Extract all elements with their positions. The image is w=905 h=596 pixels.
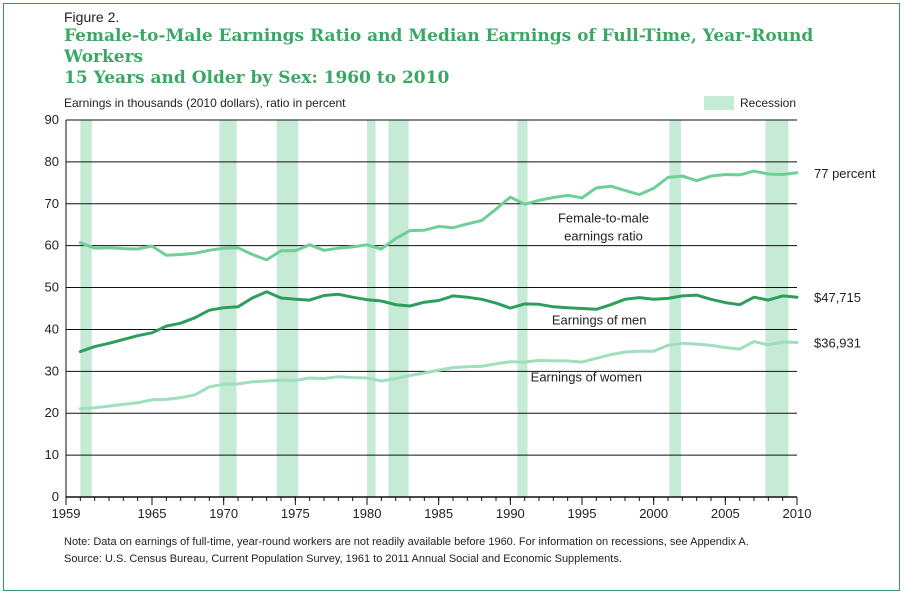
y-tick-label: 90	[45, 112, 59, 127]
x-tick-label: 1965	[138, 506, 167, 521]
y-tick-label: 70	[45, 196, 59, 211]
x-tick-label: 2005	[711, 506, 740, 521]
x-tick-label: 1975	[281, 506, 310, 521]
y-tick-label: 50	[45, 280, 59, 295]
recession-band	[276, 120, 299, 497]
x-tick-label: 1970	[209, 506, 238, 521]
figure-title: Female-to-Male Earnings Ratio and Median…	[64, 26, 884, 89]
x-tick-label: 1959	[52, 506, 81, 521]
note: Note: Data on earnings of full-time, yea…	[64, 534, 749, 568]
x-tick-label: 1985	[424, 506, 453, 521]
legend: Recession	[704, 96, 796, 110]
series-end-label: 77 percent	[814, 166, 876, 181]
series-end-label: $36,931	[814, 335, 861, 350]
recession-band	[80, 120, 92, 497]
recession-swatch	[704, 96, 734, 110]
series-label: Earnings of men	[552, 312, 647, 327]
series-label: earnings ratio	[564, 229, 643, 244]
note-line-1: Note: Data on earnings of full-time, yea…	[64, 536, 749, 548]
figure-frame	[3, 3, 900, 591]
y-tick-label: 30	[45, 363, 59, 378]
units-label: Earnings in thousands (2010 dollars), ra…	[64, 96, 346, 110]
x-tick-label: 1980	[353, 506, 382, 521]
recession-band	[669, 120, 681, 497]
x-tick-label: 1995	[568, 506, 597, 521]
y-tick-label: 60	[45, 238, 59, 253]
y-tick-label: 20	[45, 405, 59, 420]
men-series-line	[78, 290, 799, 354]
legend-label: Recession	[740, 96, 797, 110]
recession-band	[765, 120, 789, 497]
series-label: Female-to-male	[558, 211, 649, 226]
figure-label: Figure 2.	[64, 9, 120, 25]
y-tick-label: 80	[45, 154, 59, 169]
x-tick-label: 2000	[639, 506, 668, 521]
recession-band	[367, 120, 376, 497]
x-tick-label: 1990	[496, 506, 525, 521]
x-tick-label: 2010	[783, 506, 812, 521]
title-line-1: Female-to-Male Earnings Ratio and Median…	[64, 26, 814, 67]
y-tick-label: 0	[52, 489, 59, 504]
title-line-2: 15 Years and Older by Sex: 1960 to 2010	[64, 68, 450, 88]
ratio-series-line	[78, 169, 799, 262]
series-end-label: $47,715	[814, 290, 861, 305]
recession-band	[517, 120, 528, 497]
note-line-2: Source: U.S. Census Bureau, Current Popu…	[64, 553, 622, 565]
recession-band	[388, 120, 409, 497]
women-series-line	[78, 340, 799, 411]
y-tick-label: 10	[45, 447, 59, 462]
series-label: Earnings of women	[531, 369, 642, 384]
y-tick-label: 40	[45, 321, 59, 336]
